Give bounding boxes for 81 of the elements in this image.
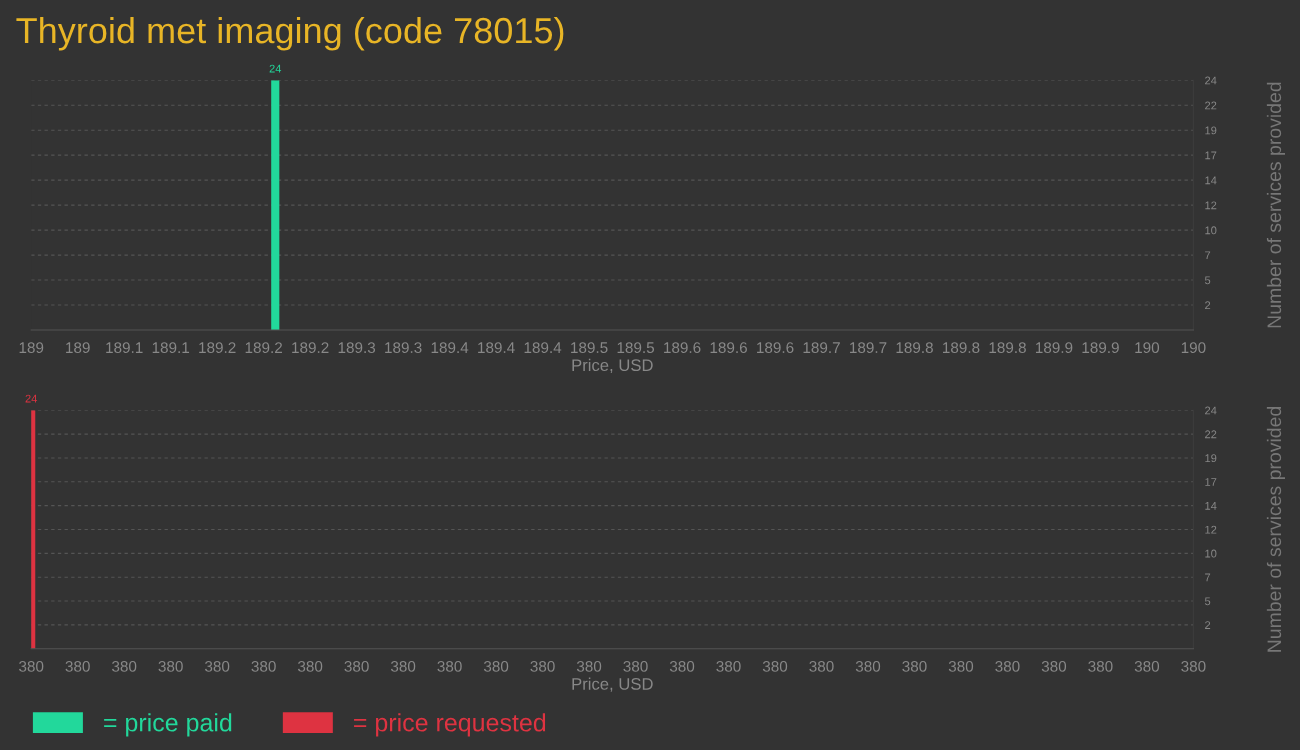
y-tick-label: 7 — [1205, 251, 1211, 260]
x-tick-label: 189.6 — [664, 342, 701, 354]
x-tick-label: 189.9 — [1082, 342, 1119, 354]
x-tick-label: 380 — [716, 660, 741, 672]
x-tick-label: 380 — [19, 660, 44, 672]
x-tick-label: 189.2 — [292, 342, 329, 354]
x-tick-label: 380 — [297, 660, 323, 672]
x-tick-label: 189.4 — [524, 342, 562, 354]
x-tick-label: 189 — [19, 342, 44, 354]
y-tick-label: 12 — [1205, 525, 1217, 534]
x-tick-label: 380 — [530, 660, 555, 672]
x-axis-title: Price, USD — [572, 358, 653, 374]
x-tick-label: 189 — [66, 342, 90, 354]
data-label: 24 — [269, 64, 282, 73]
x-tick-label: 380 — [948, 660, 974, 672]
x-tick-label: 380 — [437, 660, 462, 672]
legend-label: = price requested — [354, 713, 546, 737]
y-tick-label: 10 — [1205, 549, 1217, 558]
y-tick-label: 24 — [1205, 76, 1217, 85]
y-tick-label: 22 — [1205, 430, 1217, 439]
x-tick-label: 380 — [1134, 660, 1160, 672]
x-tick-label: 380 — [995, 660, 1020, 672]
x-tick-label: 189.2 — [245, 342, 282, 354]
x-tick-label: 380 — [1041, 660, 1067, 672]
data-label: 24 — [25, 394, 38, 403]
x-tick-label: 189.3 — [385, 342, 422, 354]
x-tick-label: 380 — [204, 660, 230, 672]
x-tick-label: 190 — [1135, 342, 1160, 354]
y-tick-label: 24 — [1205, 406, 1217, 415]
x-tick-label: 189.6 — [710, 342, 747, 354]
y-tick-label: 22 — [1205, 101, 1217, 110]
x-tick-label: 189.3 — [338, 342, 376, 354]
x-tick-label: 380 — [902, 660, 927, 672]
x-tick-label: 189.4 — [478, 342, 515, 354]
x-tick-label: 380 — [576, 660, 602, 672]
y-tick-label: 5 — [1204, 597, 1211, 606]
y-tick-label: 17 — [1205, 478, 1217, 486]
x-tick-label: 189.8 — [989, 342, 1026, 354]
x-tick-label: 380 — [809, 660, 834, 672]
y2-axis-title: Number of services provided — [1266, 407, 1285, 652]
x-tick-label: 380 — [762, 660, 788, 672]
x-tick-label: 189.8 — [943, 342, 980, 354]
y-tick-label: 14 — [1205, 502, 1217, 510]
x-tick-label: 380 — [669, 660, 695, 672]
y-tick-label: 19 — [1205, 454, 1217, 463]
x-tick-label: 189.7 — [850, 342, 887, 354]
x-tick-label: 189.5 — [617, 342, 655, 354]
legend-label: = price paid — [104, 713, 232, 737]
x-tick-label: 189.7 — [803, 342, 840, 354]
y-tick-label: 7 — [1205, 573, 1211, 582]
y-tick-label: 2 — [1205, 301, 1211, 310]
x-tick-label: 380 — [65, 660, 90, 672]
x-tick-label: 380 — [483, 660, 509, 672]
x-tick-label: 190 — [1181, 342, 1206, 354]
x-tick-label: 189.2 — [199, 342, 236, 354]
x-tick-label: 380 — [623, 660, 648, 672]
x-tick-label: 380 — [344, 660, 369, 672]
x-tick-label: 380 — [1181, 660, 1206, 672]
y-tick-label: 19 — [1205, 126, 1217, 135]
y-tick-label: 17 — [1205, 151, 1217, 160]
y-tick-label: 14 — [1205, 176, 1217, 185]
x-tick-label: 189.4 — [431, 342, 469, 354]
x-tick-label: 189.6 — [757, 342, 794, 354]
chart-title: Thyroid met imaging (code 78015) — [16, 16, 564, 51]
x-tick-label: 189.5 — [571, 342, 608, 354]
y-tick-label: 12 — [1205, 201, 1217, 210]
x-tick-label: 380 — [158, 660, 183, 672]
x-tick-label: 380 — [251, 660, 276, 672]
x-tick-label: 189.8 — [896, 342, 933, 354]
y-tick-label: 2 — [1205, 621, 1211, 629]
x-tick-label: 380 — [1088, 660, 1113, 672]
x-tick-label: 189.1 — [106, 342, 143, 354]
x-tick-label: 189.9 — [1035, 342, 1073, 354]
x-tick-label: 380 — [855, 660, 881, 672]
y-tick-label: 10 — [1205, 226, 1217, 235]
y-tick-label: 5 — [1204, 276, 1211, 285]
x-tick-label: 380 — [112, 660, 137, 672]
x-tick-label: 189.1 — [152, 342, 190, 354]
x-axis-title: Price, USD — [572, 677, 653, 692]
x-tick-label: 380 — [390, 660, 416, 672]
y2-axis-title: Number of services provided — [1266, 82, 1285, 328]
